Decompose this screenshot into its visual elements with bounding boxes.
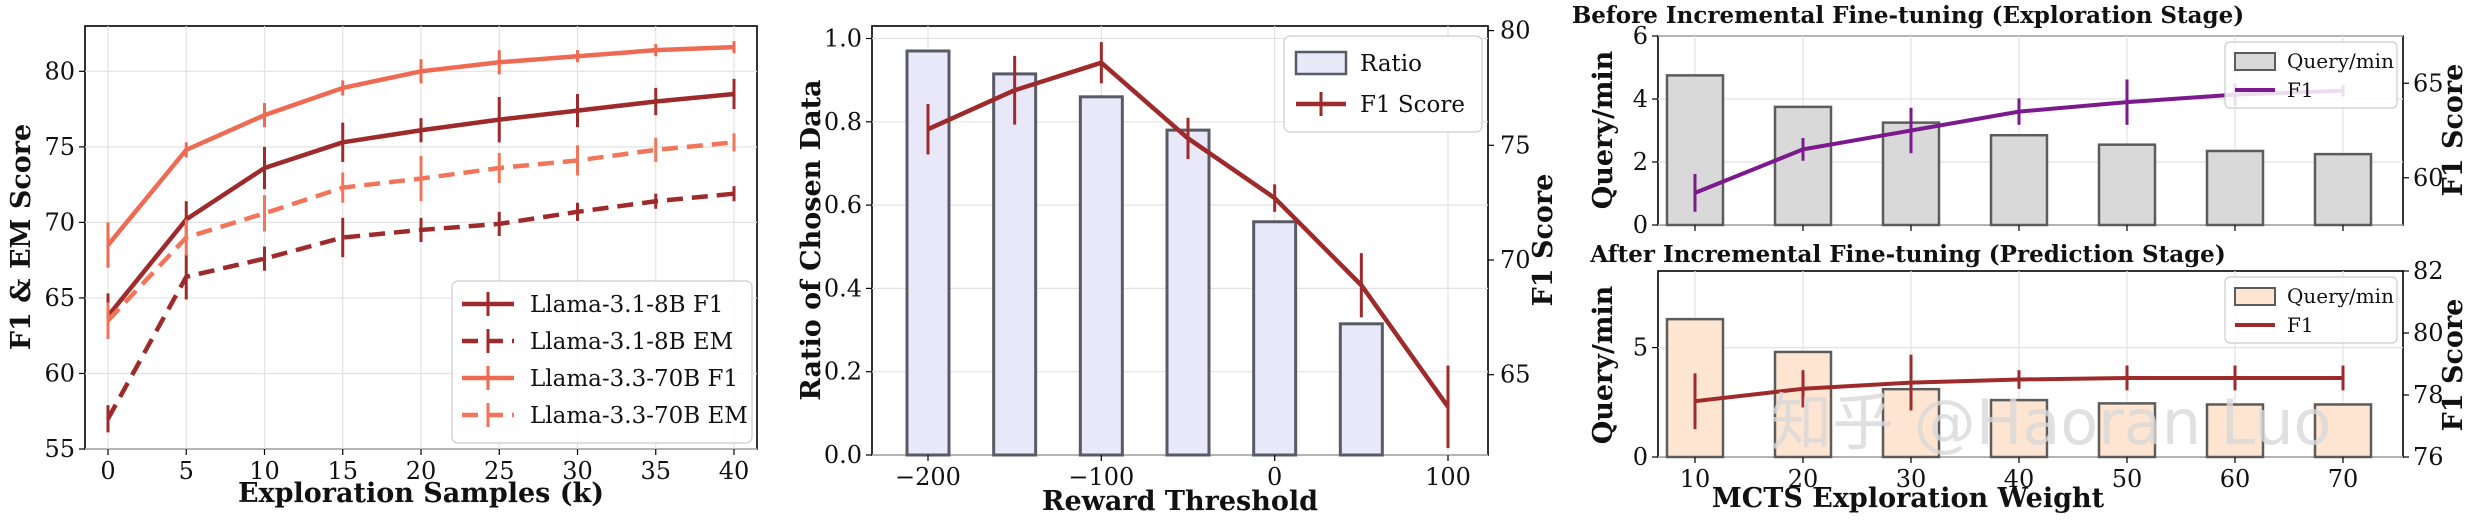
legend-label: F1 Score <box>1360 92 1465 118</box>
legend-label: F1 <box>2287 78 2314 102</box>
y-right-tick-label: 80 <box>2413 319 2444 347</box>
legend-label: Llama-3.3-70B F1 <box>530 366 738 392</box>
y-axis-right-label-4: F1 Score <box>2438 299 2469 432</box>
legend-label: Query/min <box>2287 284 2394 308</box>
y-axis-right-label-2: F1 Score <box>1528 174 1559 307</box>
y-tick-label: 75 <box>44 133 75 161</box>
query-rate-bar <box>2097 143 2157 227</box>
x-tick-label: 0 <box>1267 463 1282 491</box>
x-axis-label-4: MCTS Exploration Weight <box>1712 483 2105 514</box>
y-axis-right-label-3: F1 Score <box>2438 64 2469 197</box>
legend-3: Query/min F1 <box>2224 41 2398 109</box>
y-tick-label: 4 <box>1633 85 1648 113</box>
y-right-tick-label: 70 <box>1500 246 1531 274</box>
legend-label: F1 <box>2287 313 2314 337</box>
ratio-bar <box>1252 220 1298 457</box>
legend-label: Llama-3.1-8B EM <box>530 329 733 355</box>
y-right-tick-label: 65 <box>2413 69 2444 97</box>
y-right-tick-label: 60 <box>2413 164 2444 192</box>
legend-2: Ratio F1 Score <box>1283 35 1483 133</box>
ratio-bar <box>1338 322 1384 457</box>
y-tick-label: 5 <box>1633 334 1648 362</box>
x-axis-label-2: Reward Threshold <box>1042 486 1318 517</box>
y-tick-label: 0 <box>1633 443 1648 471</box>
y-right-tick-label: 80 <box>1500 17 1531 45</box>
y-tick-label: 0.8 <box>824 108 862 136</box>
y-tick-label: 1.0 <box>824 24 862 52</box>
legend-label: Llama-3.1-8B F1 <box>530 292 723 318</box>
x-tick-label: 40 <box>719 457 750 485</box>
y-tick-label: 0.4 <box>824 274 862 302</box>
y-right-tick-label: 65 <box>1500 361 1531 389</box>
y-tick-label: 6 <box>1633 22 1648 50</box>
y-tick-label: 55 <box>44 435 75 463</box>
y-tick-label: 0.2 <box>824 358 862 386</box>
x-axis-label-1: Exploration Samples (k) <box>238 478 604 509</box>
y-right-tick-label: 78 <box>2413 381 2444 409</box>
x-tick-label: 60 <box>2220 465 2251 493</box>
panel-reward-threshold: −200 −100 0 100 0.0 0.2 0.4 0.6 0.8 1.0 65 70 75 80 R… <box>796 17 1559 517</box>
query-rate-bar <box>2205 403 2265 459</box>
y-tick-label: 60 <box>44 359 75 387</box>
query-rate-bar <box>2205 149 2265 227</box>
query-rate-bar <box>2313 152 2373 227</box>
y-tick-label: 80 <box>44 57 75 85</box>
x-tick-label: 50 <box>2112 465 2143 493</box>
ratio-bar <box>992 72 1038 457</box>
panel-after-finetuning: After Incremental Fine-tuning (Predictio… <box>1588 241 2469 514</box>
y-tick-label: 0.0 <box>824 441 862 469</box>
chart-title-3: Before Incremental Fine-tuning (Explorat… <box>1572 2 2244 29</box>
y-axis-label-2: Ratio of Chosen Data <box>796 79 827 400</box>
x-tick-label: 100 <box>1425 463 1471 491</box>
legend-4: Query/min F1 <box>2224 276 2398 344</box>
x-tick-label: −200 <box>895 463 961 491</box>
legend-swatch-bar <box>2234 287 2276 306</box>
watermark: 知乎 @Haoran Luo <box>1770 386 2331 459</box>
y-tick-label: 2 <box>1633 148 1648 176</box>
x-tick-label: 5 <box>179 457 194 485</box>
x-tick-label: 40 <box>2004 465 2035 493</box>
ratio-bar <box>1078 95 1124 457</box>
y-tick-label: 0 <box>1633 211 1648 239</box>
panel-exploration-samples: 0 5 10 15 20 25 30 35 40 55 60 65 70 75 80 Exploration… <box>6 25 758 509</box>
x-tick-label: 30 <box>1896 465 1927 493</box>
y-right-tick-label: 75 <box>1500 131 1531 159</box>
legend-swatch-bar <box>2234 52 2276 71</box>
query-rate-bar <box>1881 121 1941 227</box>
y-tick-label: 65 <box>44 284 75 312</box>
ratio-bar <box>1165 128 1211 457</box>
x-tick-label: 35 <box>640 457 671 485</box>
legend-swatch-bar <box>1294 50 1348 76</box>
legend-label: Ratio <box>1360 51 1422 77</box>
y-tick-label: 0.6 <box>824 191 862 219</box>
query-rate-bar <box>1989 398 2049 459</box>
y-tick-label: 70 <box>44 208 75 236</box>
x-tick-label: 30 <box>562 457 593 485</box>
x-tick-label: 70 <box>2328 465 2359 493</box>
y-axis-label-1: F1 & EM Score <box>6 124 37 350</box>
x-tick-label: 10 <box>1680 465 1711 493</box>
panel-before-finetuning: Before Incremental Fine-tuning (Explorat… <box>1572 2 2469 239</box>
legend-1: Llama-3.1-8B F1 Llama-3.1-8B EM Llama-3.3-… <box>451 280 753 444</box>
query-rate-bar <box>1773 105 1833 227</box>
x-tick-label: −100 <box>1068 463 1134 491</box>
query-rate-bar <box>1989 133 2049 227</box>
x-tick-label: 10 <box>249 457 280 485</box>
x-tick-label: 25 <box>484 457 515 485</box>
chart-title-4: After Incremental Fine-tuning (Predictio… <box>1589 241 2225 268</box>
x-tick-label: 15 <box>327 457 358 485</box>
x-tick-label: 20 <box>406 457 437 485</box>
legend-label: Query/min <box>2287 49 2394 73</box>
y-axis-label-4: Query/min <box>1588 285 1619 444</box>
y-right-tick-label: 82 <box>2413 257 2444 285</box>
legend-box <box>451 280 753 444</box>
x-tick-label: 0 <box>100 457 115 485</box>
legend-label: Llama-3.3-70B EM <box>530 403 748 429</box>
x-tick-label: 20 <box>1788 465 1819 493</box>
y-axis-label-3: Query/min <box>1588 50 1619 209</box>
y-right-tick-label: 76 <box>2413 443 2444 471</box>
